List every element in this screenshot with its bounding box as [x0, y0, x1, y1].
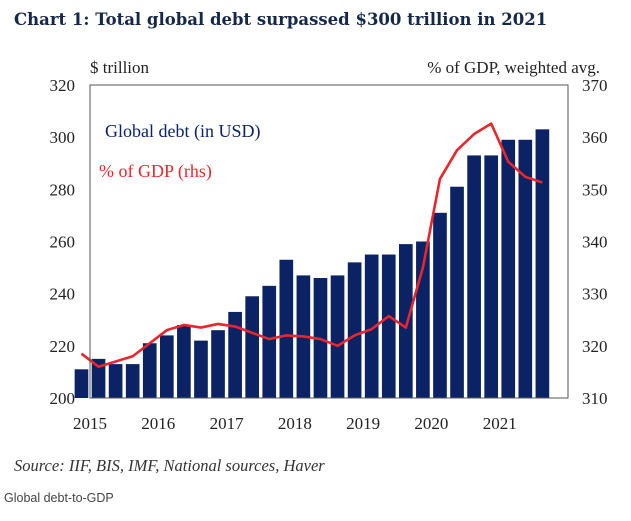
plot-area: [74, 84, 569, 399]
x-tick-label: 2017: [210, 414, 245, 433]
bar: [125, 364, 140, 398]
bar: [91, 358, 106, 399]
bar: [74, 369, 89, 398]
bar: [245, 296, 260, 398]
bar: [398, 244, 413, 398]
x-tick-label: 2019: [346, 414, 380, 433]
right-tick-label: 320: [582, 337, 608, 356]
left-axis-ticks: 200 220 240 260 280 300 320: [50, 76, 76, 408]
left-tick-label: 320: [50, 76, 76, 95]
bar: [347, 262, 362, 398]
bar: [450, 186, 464, 398]
right-tick-label: 370: [582, 76, 608, 95]
chart-title: Chart 1: Total global debt surpassed $30…: [14, 10, 547, 29]
bar: [262, 285, 277, 398]
right-tick-label: 330: [582, 285, 608, 304]
right-tick-label: 350: [582, 180, 608, 199]
bar: [108, 364, 123, 398]
x-tick-label: 2020: [414, 414, 448, 433]
bar-series: [74, 129, 550, 399]
right-axis-label: % of GDP, weighted avg.: [427, 58, 600, 77]
bar: [159, 335, 174, 398]
bar: [364, 254, 379, 398]
x-tick-label: 2015: [73, 414, 107, 433]
bar: [484, 155, 499, 398]
left-tick-label: 200: [50, 389, 76, 408]
left-tick-label: 300: [50, 128, 76, 147]
left-axis-label: $ trillion: [90, 58, 150, 77]
x-axis-ticks: 2015 2016 2017 2018 2019 2020 2021: [73, 414, 517, 433]
right-tick-label: 360: [582, 128, 608, 147]
bar: [433, 212, 447, 398]
legend-global-debt: Global debt (in USD): [105, 121, 260, 142]
x-tick-label: 2018: [278, 414, 312, 433]
bar: [518, 139, 533, 398]
bar: [467, 155, 481, 398]
left-tick-label: 220: [50, 337, 76, 356]
bar: [381, 254, 396, 398]
right-tick-label: 340: [582, 233, 608, 252]
x-tick-label: 2021: [483, 414, 517, 433]
bar: [535, 129, 550, 398]
left-tick-label: 240: [50, 285, 76, 304]
right-axis-ticks: 310 320 330 340 350 360 370: [582, 76, 608, 408]
x-tick-label: 2016: [141, 414, 175, 433]
plot-frame: [89, 84, 569, 399]
bar: [279, 259, 294, 398]
gdp-ratio-line: [80, 122, 543, 368]
bar: [211, 330, 225, 398]
left-tick-label: 280: [50, 180, 76, 199]
left-tick-label: 260: [50, 233, 76, 252]
bar: [142, 343, 157, 398]
source-note: Source: IIF, BIS, IMF, National sources,…: [14, 456, 325, 475]
bar: [177, 324, 191, 398]
bar: [228, 311, 242, 398]
caption: Global debt-to-GDP: [4, 491, 114, 505]
legend-gdp-ratio: % of GDP (rhs): [99, 161, 212, 182]
bar: [194, 340, 208, 398]
bar: [501, 139, 516, 398]
bar: [330, 275, 345, 398]
right-tick-label: 310: [582, 389, 608, 408]
